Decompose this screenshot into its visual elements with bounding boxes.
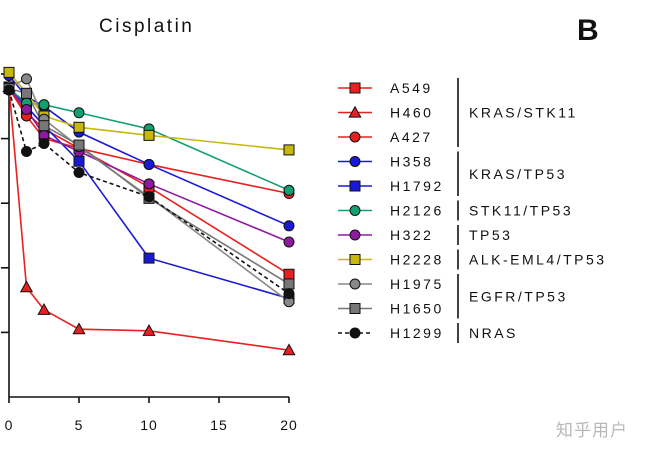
legend-marker-h2126: [349, 205, 361, 216]
legend-marker-h322: [349, 229, 361, 241]
point-h358-4: [143, 158, 155, 170]
point-h460-4: [142, 324, 156, 336]
series-line-h1299: [8, 89, 290, 295]
point-h2228-4: [143, 129, 155, 141]
point-h1299-2: [38, 137, 50, 149]
group-label-2: STK11/TP53: [469, 203, 573, 219]
chart-title: Cisplatin: [99, 16, 195, 37]
watermark: 知乎用户: [556, 421, 628, 440]
legend-label-h358: H358: [390, 154, 433, 170]
group-label-5: EGFR/TP53: [469, 288, 568, 304]
panel-label: B: [577, 14, 599, 47]
point-h1299-4: [143, 191, 155, 203]
group-label-3: TP53: [469, 227, 512, 243]
point-a549-5: [283, 268, 295, 280]
legend-marker-a427: [349, 131, 361, 143]
point-h2126-5: [283, 184, 295, 196]
point-h1650-2: [38, 120, 50, 132]
legend-label-h2228: H2228: [390, 252, 444, 268]
point-h322-5: [283, 236, 295, 248]
series-line-h460: [8, 86, 290, 351]
point-h2126-3: [73, 107, 85, 119]
x-tick-label-0: 0: [5, 417, 14, 433]
legend-marker-h2228: [349, 254, 361, 265]
point-h1650-1: [21, 87, 32, 99]
x-tick-label-1: 5: [75, 417, 84, 433]
point-h1792-4: [143, 252, 155, 264]
point-h1792-3: [73, 155, 85, 167]
point-h2228-5: [283, 144, 295, 156]
legend-marker-h1975: [349, 278, 361, 290]
point-h322-4: [143, 178, 155, 190]
point-h2228-0: [3, 66, 15, 78]
point-h1650-5: [283, 278, 295, 290]
x-tick-label-2: 10: [140, 417, 158, 433]
point-h322-1: [21, 104, 32, 116]
point-h1299-3: [73, 167, 85, 179]
point-h2126-2: [38, 99, 50, 111]
legend-marker-h460: [348, 105, 362, 118]
legend-label-h460: H460: [390, 105, 433, 121]
legend-marker-a549: [349, 82, 361, 94]
legend-label-h1975: H1975: [390, 276, 444, 292]
x-tick-label-3: 15: [210, 417, 228, 433]
point-h1299-1: [21, 146, 32, 158]
legend-marker-h1650: [349, 303, 361, 314]
group-label-0: KRAS/STK11: [469, 105, 578, 121]
legend-label-a427: A427: [390, 129, 433, 145]
point-h460-1: [19, 280, 34, 293]
group-label-1: KRAS/TP53: [469, 166, 567, 182]
legend-label-h1792: H1792: [390, 178, 444, 194]
legend-label-h322: H322: [390, 227, 433, 243]
series-line-a427: [8, 88, 290, 195]
legend-label-h1650: H1650: [390, 301, 444, 317]
legend-marker-h358: [349, 156, 361, 167]
legend-label-h1299: H1299: [390, 325, 444, 341]
legend-marker-h1299: [349, 327, 361, 339]
point-h1299-0: [3, 84, 15, 96]
legend-label-h2126: H2126: [390, 203, 444, 219]
point-h460-3: [72, 322, 86, 335]
point-h2228-3: [73, 121, 85, 133]
point-h1975-1: [21, 73, 32, 85]
point-h460-5: [282, 343, 296, 356]
legend-label-a549: A549: [390, 80, 433, 96]
legend-marker-h1792: [349, 180, 361, 192]
point-h358-5: [283, 220, 295, 232]
point-h1299-5: [283, 288, 295, 300]
group-label-4: ALK-EML4/TP53: [469, 252, 607, 268]
point-h460-2: [37, 303, 51, 315]
group-label-6: NRAS: [469, 325, 518, 341]
point-h1650-3: [73, 139, 85, 151]
x-tick-label-4: 20: [280, 417, 298, 433]
